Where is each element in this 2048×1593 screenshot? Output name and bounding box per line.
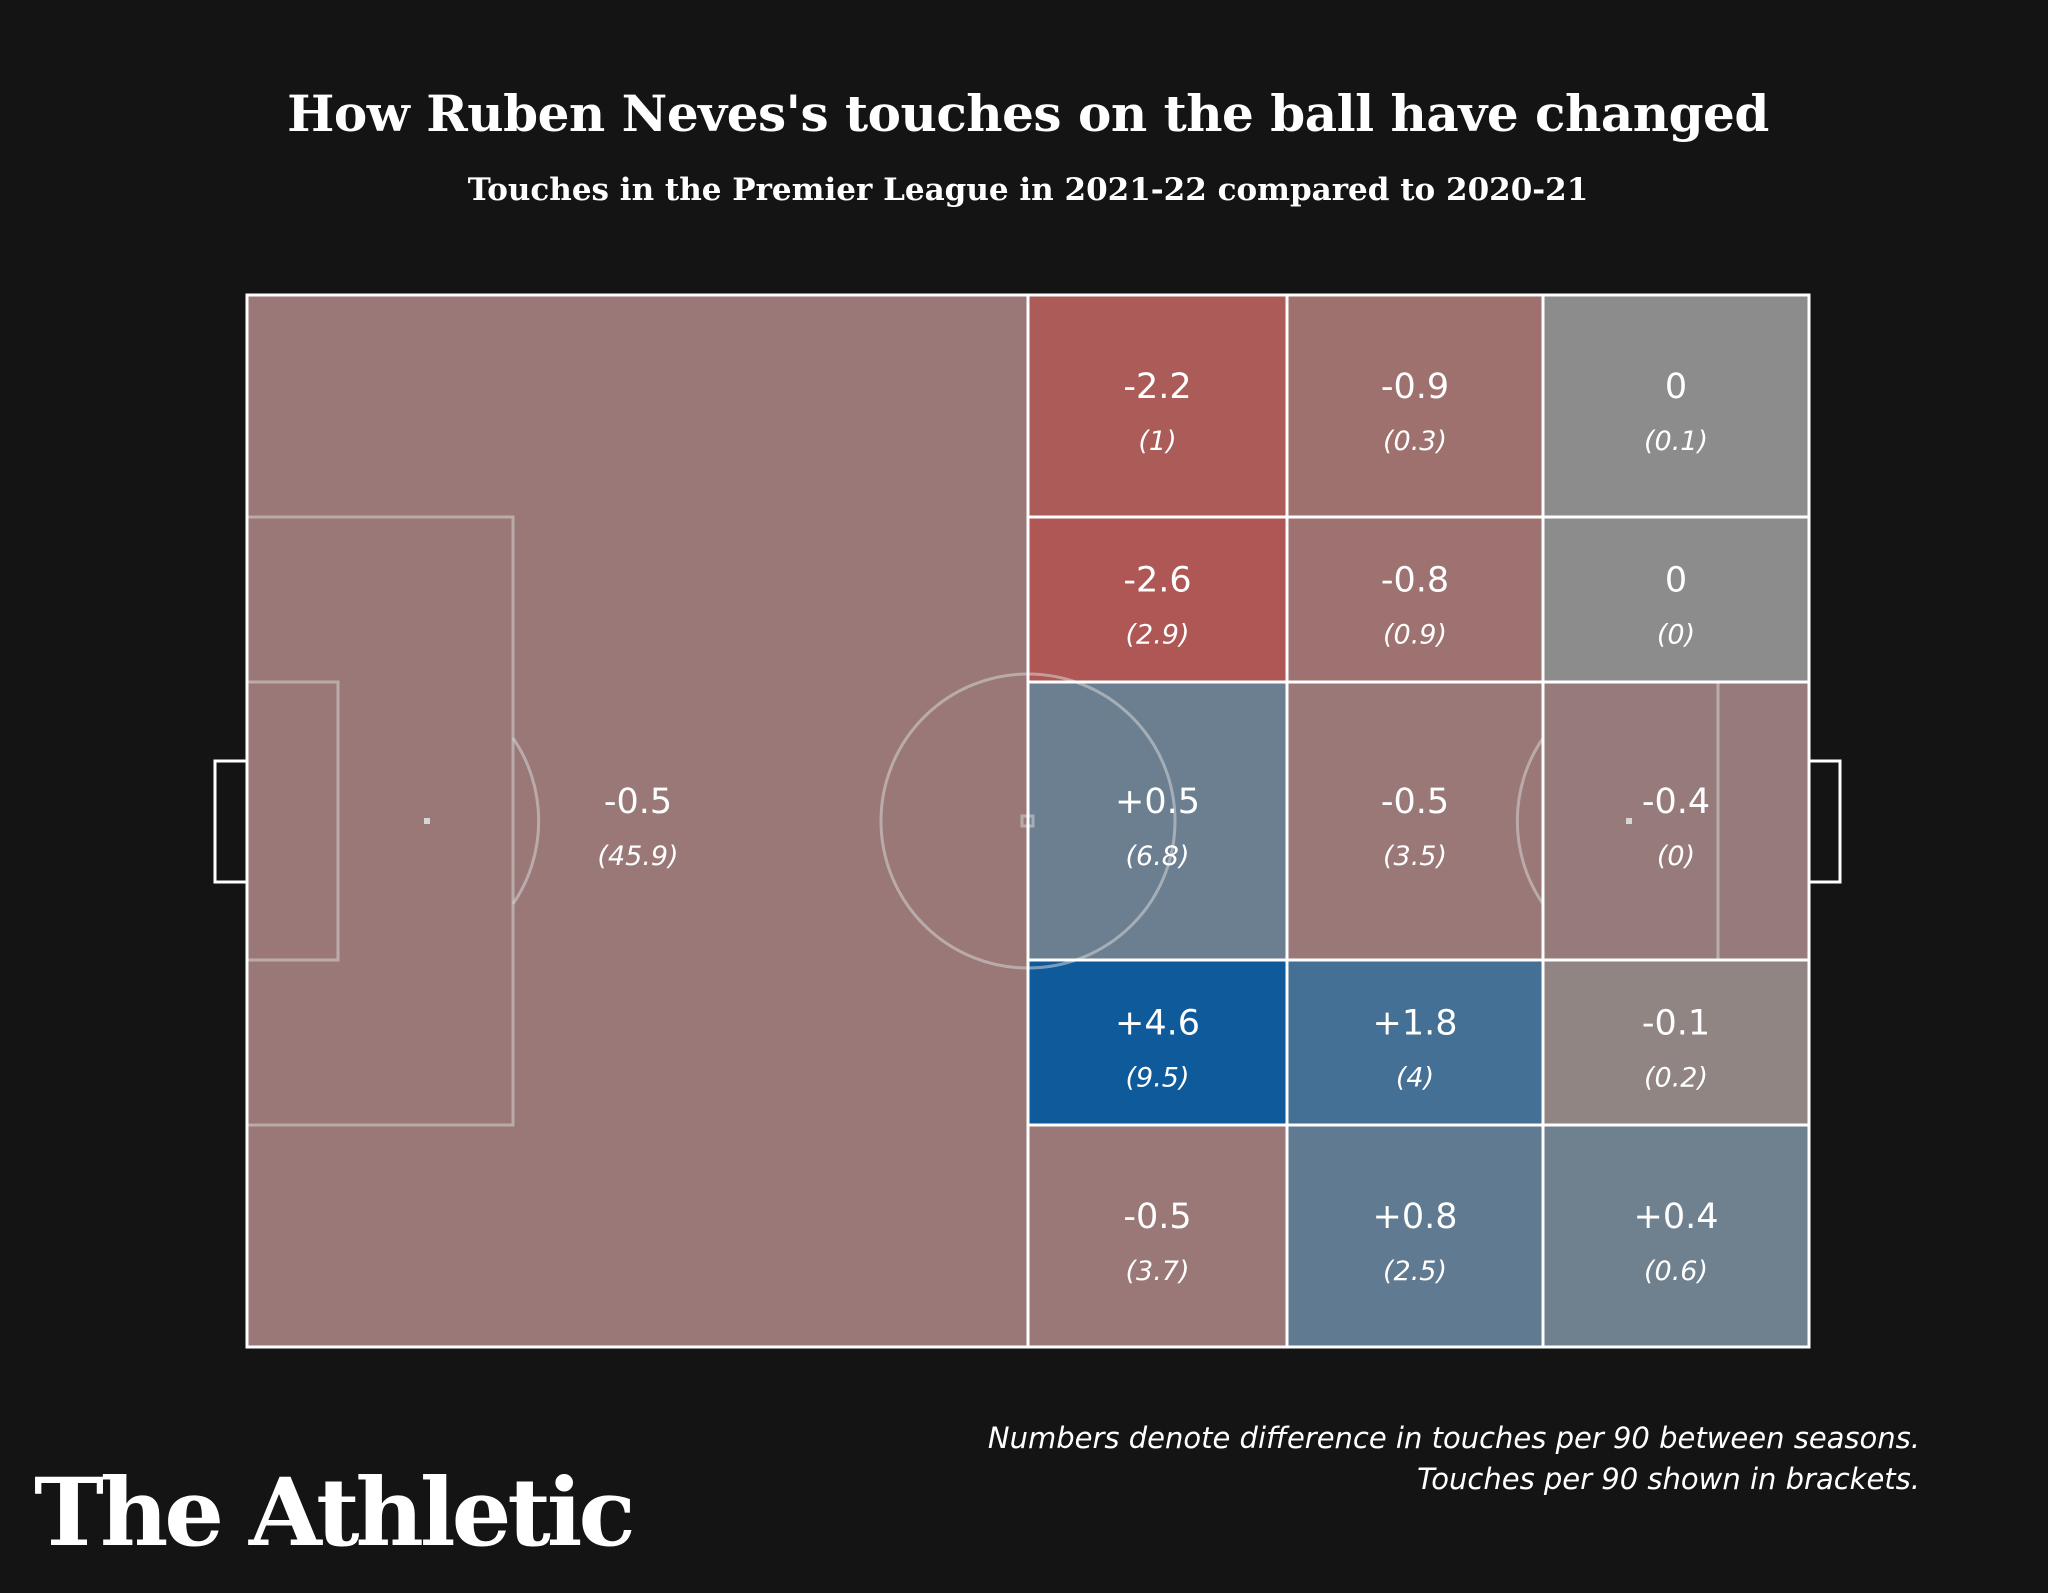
footnote-line-1: Numbers denote difference in touches per…	[987, 1421, 1920, 1455]
the-athletic-logo: The Athletic	[34, 1458, 636, 1568]
zone-touches-c2r4: (4)	[1396, 1063, 1434, 1094]
zone-cell-c2r5	[1287, 1125, 1543, 1347]
right-penalty-arc	[1515, 737, 1545, 905]
zone-touches-c3r4: (0.2)	[1644, 1063, 1708, 1094]
zone-cell-c1r1	[1028, 295, 1287, 517]
zone-label-layer: -0.5 (45.9) -2.2 (1) -0.9 (0.3) 0 (0.1) -2.6 (2.9…	[597, 367, 1718, 1287]
zone-touches-c2r5: (2.5)	[1383, 1256, 1447, 1287]
left-goal	[213, 759, 247, 884]
zone-value-c1r5: -0.5	[1123, 1197, 1191, 1237]
zone-touches-c1r2: (2.9)	[1125, 620, 1189, 651]
zone-touches-c3r5: (0.6)	[1644, 1256, 1708, 1287]
zone-value-own-half: -0.5	[604, 782, 672, 822]
zone-value-c1r1: -2.2	[1123, 367, 1191, 407]
zone-touches-c1r4: (9.5)	[1125, 1063, 1189, 1094]
zone-cell-c1r3	[1028, 682, 1287, 960]
zone-cell-c3r2	[1543, 517, 1809, 682]
zone-value-c2r5: +0.8	[1373, 1197, 1458, 1237]
zone-cell-c3r4	[1543, 960, 1809, 1125]
zone-value-c1r2: -2.6	[1123, 561, 1191, 601]
zone-grid-lines	[213, 293, 1842, 1349]
zone-value-c2r1: -0.9	[1381, 367, 1449, 407]
zone-touches-c3r3: (0)	[1657, 841, 1695, 872]
zone-cell-c3r1	[1543, 295, 1809, 517]
right-goal	[1809, 759, 1842, 884]
zone-cell-c3r3	[1543, 682, 1809, 960]
zone-touches-c3r2: (0)	[1657, 620, 1695, 651]
left-penalty-arc	[511, 737, 541, 905]
chart-title: How Ruben Neves's touches on the ball ha…	[287, 84, 1769, 143]
zone-value-c3r5: +0.4	[1634, 1197, 1719, 1237]
zone-cell-own-half	[247, 295, 1028, 1347]
zone-cell-c1r2	[1028, 517, 1287, 682]
zone-cell-c2r3	[1287, 682, 1543, 960]
zone-value-c3r1: 0	[1665, 367, 1687, 407]
zone-layer	[247, 295, 1809, 1347]
zone-cell-c2r1	[1287, 295, 1543, 517]
zone-touches-own-half: (45.9)	[597, 841, 678, 872]
zone-value-c1r3: +0.5	[1115, 782, 1200, 822]
right-penalty-spot	[1626, 818, 1632, 824]
zone-cell-c2r4	[1287, 960, 1543, 1125]
zone-cell-c1r5	[1028, 1125, 1287, 1347]
zone-touches-c2r1: (0.3)	[1383, 426, 1447, 457]
zone-touches-c1r3: (6.8)	[1125, 841, 1189, 872]
pitch-outline	[245, 293, 1811, 1349]
zone-value-c2r3: -0.5	[1381, 782, 1449, 822]
chart-subtitle: Touches in the Premier League in 2021-22…	[467, 172, 1589, 208]
zone-touches-c1r5: (3.7)	[1125, 1256, 1189, 1287]
zone-value-c2r2: -0.8	[1381, 561, 1449, 601]
zone-cell-c1r4	[1028, 960, 1287, 1125]
left-penalty-spot	[424, 818, 430, 824]
footnote-line-2: Touches per 90 shown in brackets.	[1417, 1462, 1920, 1496]
zone-value-c2r4: +1.8	[1373, 1004, 1458, 1044]
zone-value-c1r4: +4.6	[1115, 1004, 1200, 1044]
zone-touches-c2r3: (3.5)	[1383, 841, 1447, 872]
footnote: Numbers denote difference in touches per…	[988, 1418, 1920, 1500]
zone-touches-c2r2: (0.9)	[1383, 620, 1447, 651]
zone-touches-c3r1: (0.1)	[1644, 426, 1708, 457]
zone-cell-c3r5	[1543, 1125, 1809, 1347]
zone-value-c3r4: -0.1	[1642, 1004, 1710, 1044]
zone-value-c3r3: -0.4	[1642, 782, 1710, 822]
zone-touches-c1r1: (1)	[1138, 426, 1176, 457]
zone-cell-c2r2	[1287, 517, 1543, 682]
zone-value-c3r2: 0	[1665, 561, 1687, 601]
